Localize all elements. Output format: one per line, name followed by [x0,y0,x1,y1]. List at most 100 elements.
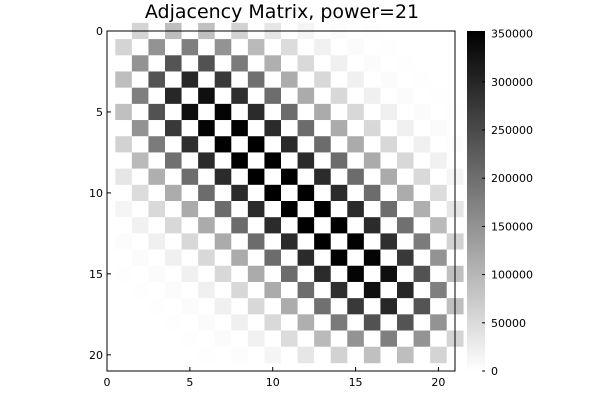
heatmap-cell [281,217,298,234]
heatmap-cell [181,136,199,153]
heatmap-cell [380,184,398,202]
heatmap-cell [131,39,149,56]
heatmap-cell [347,281,365,299]
heatmap-cell [397,168,414,186]
heatmap-cell [214,120,232,137]
heatmap-cell [181,152,199,169]
heatmap-cell [380,87,398,105]
heatmap-cell [330,87,348,105]
heatmap-cell [281,330,298,348]
heatmap-cell [314,87,332,105]
heatmap-cell [397,103,414,121]
heatmap-cell [363,217,381,234]
heatmap-cell [148,201,166,218]
heatmap-cells [115,22,464,364]
colorbar-tick-label: 250000 [491,124,533,137]
heatmap-cell [198,136,216,153]
heatmap-cell [297,298,315,315]
heatmap-cell [380,298,398,315]
plot-frame [106,30,456,372]
heatmap-cell [264,298,282,315]
heatmap-cell [198,298,216,315]
heatmap-cell [314,217,332,234]
heatmap-cell [330,346,348,364]
heatmap-cell [148,346,166,364]
heatmap-cell [281,265,298,283]
heatmap-cell [347,298,365,315]
heatmap-cell [281,249,298,267]
heatmap-cell [165,233,182,250]
heatmap-cell [281,55,298,72]
heatmap-cell [281,298,298,315]
heatmap-cell [397,281,414,299]
heatmap-cell [363,346,381,364]
heatmap-cell [198,201,216,218]
heatmap-cell [264,249,282,267]
heatmap-cell [181,233,199,250]
heatmap-cell [430,87,448,105]
heatmap-cell [347,330,365,348]
heatmap-cell [281,87,298,105]
heatmap-cell [297,103,315,121]
heatmap-cell [314,103,332,121]
heatmap-cell [363,152,381,169]
heatmap-cell [430,298,448,315]
heatmap-cell [363,103,381,121]
heatmap-cell [214,136,232,153]
heatmap-cell [430,55,448,72]
heatmap-cell [231,314,249,331]
heatmap-cell [214,298,232,315]
y-tick-label: 10 [89,187,103,200]
heatmap-cell [115,184,133,202]
heatmap-cell [297,184,315,202]
heatmap-cell [165,120,182,137]
heatmap-cell [413,71,431,88]
heatmap-cell [397,217,414,234]
heatmap-cell [198,281,216,299]
heatmap-cell [347,55,365,72]
heatmap-cell [198,217,216,234]
heatmap-cell [165,249,182,267]
heatmap-cell [413,201,431,218]
heatmap-cell [165,71,182,88]
heatmap-cell [281,233,298,250]
heatmap-cell [231,39,249,56]
heatmap-cell [231,330,249,348]
heatmap-cell [165,152,182,169]
heatmap-cell [314,184,332,202]
heatmap-cell [148,87,166,105]
heatmap-cell [347,201,365,218]
heatmap-cell [264,103,282,121]
heatmap-cell [131,152,149,169]
heatmap-cell [181,184,199,202]
heatmap-cell [264,314,282,331]
heatmap-cell [347,136,365,153]
heatmap-cell [181,39,199,56]
heatmap-cell [281,120,298,137]
heatmap-cell [214,201,232,218]
heatmap-cell [148,71,166,88]
heatmap-cell [231,168,249,186]
heatmap-cell [131,103,149,121]
heatmap-cell [297,330,315,348]
heatmap-cell [231,152,249,169]
heatmap-cell [347,346,365,364]
heatmap-cell [214,71,232,88]
heatmap-cell [115,39,133,56]
heatmap-cell [413,298,431,315]
heatmap-cell [281,152,298,169]
x-tick-label: 20 [431,376,445,389]
heatmap-cell [198,346,216,364]
heatmap-cell [347,87,365,105]
heatmap-cell [347,314,365,331]
heatmap-cell [181,103,199,121]
heatmap-cell [314,39,332,56]
heatmap-cell [430,136,448,153]
heatmap-cell [330,217,348,234]
colorbar-tick-label: 200000 [491,172,533,185]
heatmap-cell [148,39,166,56]
heatmap-cell [413,39,431,56]
heatmap-cell [131,298,149,315]
heatmap-cell [115,152,133,169]
heatmap-cell [115,298,133,315]
